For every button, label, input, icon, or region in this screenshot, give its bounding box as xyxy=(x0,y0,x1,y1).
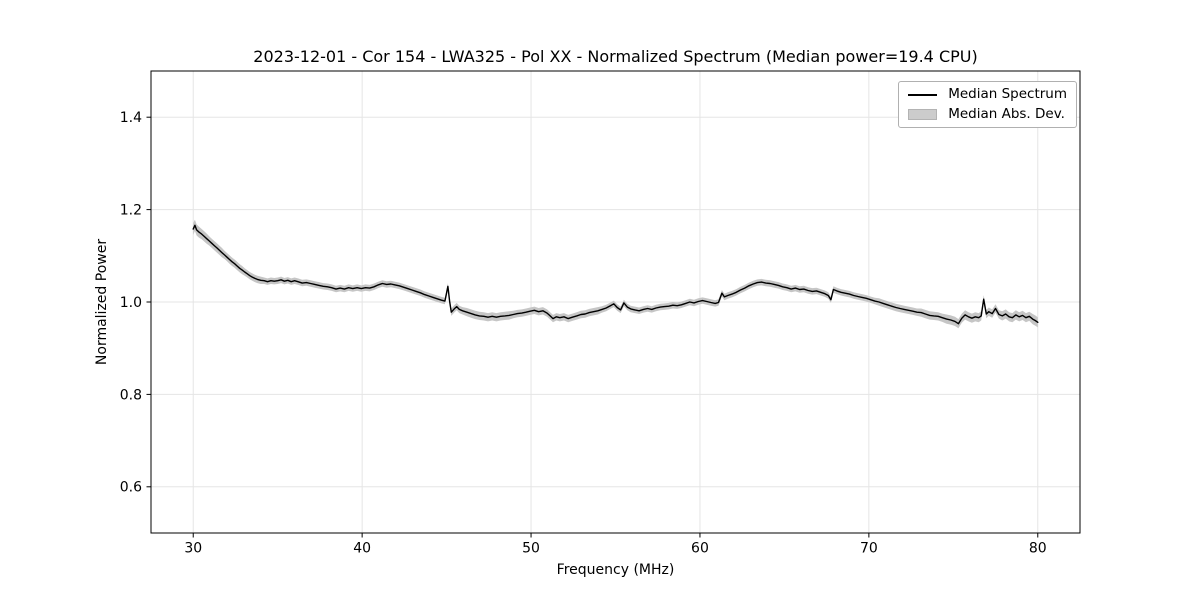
mad-band xyxy=(193,219,1038,329)
y-tick-label: 1.2 xyxy=(120,203,142,219)
tick-layer: 30 40 50 60 70 80 0.6 0.8 1.0 1.2 1.4 xyxy=(120,110,1047,556)
legend-item-median-abs-dev: Median Abs. Dev. xyxy=(907,106,1067,123)
line-swatch xyxy=(907,93,937,96)
y-axis-label: Normalized Power xyxy=(94,239,110,365)
x-tick-label: 80 xyxy=(1029,541,1047,557)
x-tick-label: 50 xyxy=(522,541,540,557)
x-tick-label: 40 xyxy=(353,541,371,557)
x-tick-label: 60 xyxy=(691,541,709,557)
legend-label-median-abs-dev: Median Abs. Dev. xyxy=(948,106,1065,122)
y-tick-label: 0.8 xyxy=(120,387,142,403)
x-tick-label: 70 xyxy=(860,541,878,557)
grid-layer xyxy=(151,71,1080,533)
x-axis-label: Frequency (MHz) xyxy=(557,562,675,578)
y-tick-label: 1.4 xyxy=(120,110,142,126)
legend: Median Spectrum Median Abs. Dev. xyxy=(898,81,1077,128)
y-tick-label: 1.0 xyxy=(120,295,142,311)
y-tick-label: 0.6 xyxy=(120,480,142,496)
chart-title: 2023-12-01 - Cor 154 - LWA325 - Pol XX -… xyxy=(253,47,977,66)
legend-label-median-spectrum: Median Spectrum xyxy=(948,86,1067,102)
legend-swatch-slot xyxy=(907,109,937,120)
x-tick-label: 30 xyxy=(184,541,202,557)
patch-swatch xyxy=(907,109,937,120)
legend-swatch-slot xyxy=(907,93,937,96)
legend-item-median-spectrum: Median Spectrum xyxy=(907,86,1067,103)
median-spectrum-line xyxy=(192,224,1039,325)
